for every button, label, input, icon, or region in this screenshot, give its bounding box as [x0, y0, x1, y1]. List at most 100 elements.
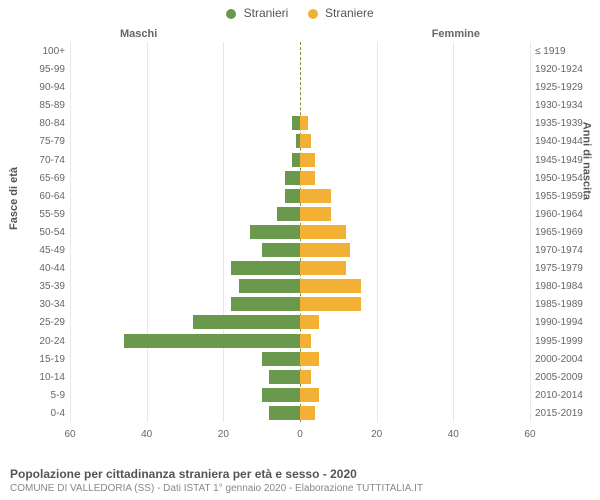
age-label: 85-89: [39, 96, 65, 115]
bar-male: [239, 279, 300, 293]
bar-female: [300, 406, 315, 420]
birth-year-label: 1925-1929: [535, 78, 583, 97]
bar-female: [300, 297, 361, 311]
age-label: 40-44: [39, 259, 65, 278]
legend-label-male: Stranieri: [244, 6, 289, 20]
birth-year-label: 1965-1969: [535, 223, 583, 242]
pyramid-row: 65-691950-1954: [70, 169, 530, 188]
bar-male: [124, 334, 300, 348]
bar-female: [300, 207, 331, 221]
column-header-male: Maschi: [120, 28, 157, 40]
age-label: 60-64: [39, 187, 65, 206]
birth-year-label: 1995-1999: [535, 332, 583, 351]
birth-year-label: 1980-1984: [535, 277, 583, 296]
pyramid-row: 35-391980-1984: [70, 277, 530, 296]
gridline: [530, 42, 531, 422]
bar-male: [231, 261, 300, 275]
column-header-female: Femmine: [432, 28, 480, 40]
pyramid-row: 5-92010-2014: [70, 386, 530, 405]
pyramid-row: 75-791940-1944: [70, 132, 530, 151]
pyramid-row: 0-42015-2019: [70, 404, 530, 423]
age-label: 90-94: [39, 78, 65, 97]
pyramid-row: 100+≤ 1919: [70, 42, 530, 61]
legend: Stranieri Straniere: [0, 6, 600, 20]
age-label: 80-84: [39, 114, 65, 133]
birth-year-label: 1970-1974: [535, 241, 583, 260]
bar-female: [300, 243, 350, 257]
bar-male: [277, 207, 300, 221]
bar-female: [300, 171, 315, 185]
age-label: 70-74: [39, 151, 65, 170]
x-tick: 40: [448, 429, 459, 440]
y-axis-title-left: Fasce di età: [8, 167, 20, 230]
age-label: 35-39: [39, 277, 65, 296]
x-tick: 40: [141, 429, 152, 440]
legend-label-female: Straniere: [325, 6, 374, 20]
pyramid-row: 95-991920-1924: [70, 60, 530, 79]
birth-year-label: 1935-1939: [535, 114, 583, 133]
birth-year-label: 1975-1979: [535, 259, 583, 278]
bar-male: [262, 243, 300, 257]
birth-year-label: 1955-1959: [535, 187, 583, 206]
pyramid-row: 45-491970-1974: [70, 241, 530, 260]
age-label: 65-69: [39, 169, 65, 188]
birth-year-label: 2000-2004: [535, 350, 583, 369]
bar-male: [262, 388, 300, 402]
bar-female: [300, 153, 315, 167]
bar-male: [269, 370, 300, 384]
pyramid-row: 40-441975-1979: [70, 259, 530, 278]
bar-male: [262, 352, 300, 366]
birth-year-label: 1940-1944: [535, 132, 583, 151]
pyramid-row: 20-241995-1999: [70, 332, 530, 351]
bar-female: [300, 189, 331, 203]
pyramid-row: 15-192000-2004: [70, 350, 530, 369]
bar-female: [300, 225, 346, 239]
age-label: 10-14: [39, 368, 65, 387]
pyramid-row: 10-142005-2009: [70, 368, 530, 387]
chart-area: 6040200204060100+≤ 191995-991920-192490-…: [70, 42, 530, 442]
legend-item-male: Stranieri: [226, 6, 288, 20]
bar-female: [300, 134, 311, 148]
age-label: 45-49: [39, 241, 65, 260]
birth-year-label: ≤ 1919: [535, 42, 566, 61]
legend-swatch-female: [308, 9, 318, 19]
bar-female: [300, 352, 319, 366]
bar-male: [231, 297, 300, 311]
bar-male: [285, 189, 300, 203]
x-tick: 0: [297, 429, 303, 440]
age-label: 55-59: [39, 205, 65, 224]
birth-year-label: 2010-2014: [535, 386, 583, 405]
bar-male: [269, 406, 300, 420]
chart-subtitle: COMUNE DI VALLEDORIA (SS) - Dati ISTAT 1…: [10, 483, 590, 494]
birth-year-label: 1960-1964: [535, 205, 583, 224]
birth-year-label: 1950-1954: [535, 169, 583, 188]
bar-female: [300, 261, 346, 275]
age-label: 50-54: [39, 223, 65, 242]
birth-year-label: 1985-1989: [535, 295, 583, 314]
pyramid-row: 60-641955-1959: [70, 187, 530, 206]
pyramid-row: 30-341985-1989: [70, 295, 530, 314]
age-label: 30-34: [39, 295, 65, 314]
pyramid-row: 80-841935-1939: [70, 114, 530, 133]
bar-male: [285, 171, 300, 185]
x-tick: 60: [64, 429, 75, 440]
age-label: 100+: [42, 42, 65, 61]
bar-female: [300, 116, 308, 130]
bar-male: [193, 315, 300, 329]
bar-female: [300, 370, 311, 384]
pyramid-row: 25-291990-1994: [70, 313, 530, 332]
pyramid-row: 85-891930-1934: [70, 96, 530, 115]
legend-swatch-male: [226, 9, 236, 19]
bar-female: [300, 279, 361, 293]
x-tick: 20: [371, 429, 382, 440]
bar-male: [292, 153, 300, 167]
birth-year-label: 1930-1934: [535, 96, 583, 115]
pyramid-row: 55-591960-1964: [70, 205, 530, 224]
birth-year-label: 2015-2019: [535, 404, 583, 423]
x-tick: 20: [218, 429, 229, 440]
pyramid-row: 70-741945-1949: [70, 151, 530, 170]
birth-year-label: 1990-1994: [535, 313, 583, 332]
legend-item-female: Straniere: [308, 6, 374, 20]
age-label: 25-29: [39, 313, 65, 332]
bar-female: [300, 388, 319, 402]
